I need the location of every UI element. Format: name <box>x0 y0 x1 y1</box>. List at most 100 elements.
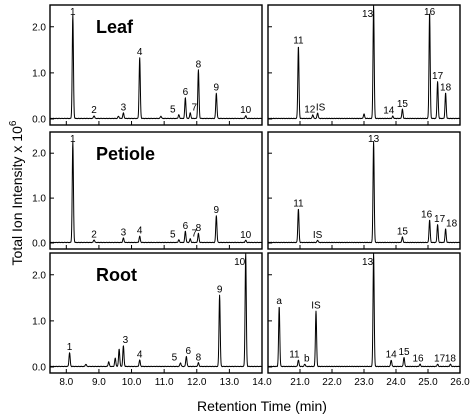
panel-frame <box>49 4 263 126</box>
y-tick-label: 1.0 <box>32 316 46 327</box>
peak-label: 10 <box>240 230 252 241</box>
y-axis-title-main: Total Ion Intensity x 10 <box>9 126 25 266</box>
peak-label: 17 <box>434 214 446 225</box>
x-tick-label: 24.0 <box>386 377 406 388</box>
peak-label: 6 <box>183 87 189 98</box>
peak-label: 6 <box>183 221 189 232</box>
chromatogram-trace <box>268 141 460 244</box>
peak-label: 12 <box>304 104 316 115</box>
panel-frame <box>49 131 263 250</box>
peak-label: 3 <box>123 335 129 346</box>
peak-label: 1 <box>70 7 76 18</box>
x-tick-label: 10.0 <box>122 377 142 388</box>
x-tick-label: 12.0 <box>187 377 207 388</box>
peak-label: 8 <box>196 223 202 234</box>
panel-frame <box>49 252 263 374</box>
y-tick-label: 0.0 <box>32 363 46 374</box>
y-tick-label: 2.0 <box>32 270 46 281</box>
y-tick-label: 1.0 <box>32 68 46 79</box>
peak-label: b <box>304 354 310 365</box>
peak-label: 3 <box>121 228 127 239</box>
peak-label: 16 <box>412 354 424 365</box>
peak-label: 17 <box>432 71 444 82</box>
peak-label: 2 <box>91 105 97 116</box>
y-axis-title: Total Ion Intensity x 106 <box>8 120 25 265</box>
y-tick-label: 0.0 <box>32 115 46 126</box>
panel-root-early: 1 34 568 9 10 0.0 1.0 2.0 8.0 9.0 10.0 11.0 12.0 13.0… <box>32 252 272 388</box>
peak-label: 5 <box>172 352 178 363</box>
peak-label: 18 <box>445 354 457 365</box>
peak-label: 4 <box>137 226 143 237</box>
peak-label: 1 <box>67 342 73 353</box>
peak-label: 13 <box>368 134 380 145</box>
peak-label: 18 <box>446 219 458 230</box>
peak-label: 6 <box>186 346 192 357</box>
peak-label: 15 <box>397 99 409 110</box>
chromatogram-trace <box>268 5 460 120</box>
peak-label: 5 <box>170 229 176 240</box>
peak-label: 14 <box>386 350 398 361</box>
x-tick-label: 21.0 <box>290 377 310 388</box>
chromatogram-trace <box>268 253 460 368</box>
x-tick-label: 25.0 <box>418 377 438 388</box>
peak-label: IS <box>311 301 321 312</box>
tissue-label: Root <box>96 265 137 285</box>
x-tick-label: 8.0 <box>59 377 73 388</box>
peak-label: 13 <box>362 9 374 20</box>
peak-label: 18 <box>440 83 452 94</box>
tissue-label: Petiole <box>96 144 155 164</box>
peak-label: 3 <box>121 102 127 113</box>
peak-label: 8 <box>196 60 202 71</box>
panel-leaf-early: 1 2 3 4 567 8 9 10 0.0 1.0 2.0 Leaf <box>32 4 263 126</box>
peak-label: 14 <box>383 106 395 117</box>
x-tick-label: 14.0 <box>252 377 272 388</box>
peak-label: 9 <box>217 285 223 296</box>
y-tick-label: 2.0 <box>32 149 46 160</box>
peak-label: 1 <box>70 134 76 145</box>
panel-petiole-late: 11 IS 13 15 16 17 18 <box>267 131 461 250</box>
peak-label: 11 <box>289 350 300 361</box>
peak-label: 4 <box>137 350 143 361</box>
peak-label: IS <box>313 230 323 241</box>
peak-label: 10 <box>234 257 246 268</box>
x-tick-label: 13.0 <box>220 377 240 388</box>
peak-label: 15 <box>397 227 409 238</box>
peak-label: 15 <box>398 347 410 358</box>
x-tick-label: 26.0 <box>450 377 470 388</box>
x-tick-label: 11.0 <box>155 377 174 388</box>
y-axis-title-exponent: 6 <box>8 120 19 126</box>
peak-label: 17 <box>434 354 446 365</box>
chromatogram-trace <box>50 14 262 120</box>
peak-label: 11 <box>293 36 304 47</box>
tissue-label: Leaf <box>96 17 134 37</box>
peak-label: 5 <box>170 104 176 115</box>
peak-label: a <box>276 296 282 307</box>
x-tick-label: 22.0 <box>322 377 342 388</box>
panel-frame <box>267 131 461 250</box>
peak-label: 11 <box>293 198 304 209</box>
peak-label: 16 <box>424 7 436 18</box>
x-axis-title: Retention Time (min) <box>197 398 327 414</box>
x-tick-label: 9.0 <box>92 377 106 388</box>
peak-label: 16 <box>421 210 433 221</box>
peak-label: 10 <box>240 105 252 116</box>
peak-label: 7 <box>191 102 197 113</box>
peak-label: 8 <box>196 352 202 363</box>
peak-label: 9 <box>214 205 220 216</box>
peak-label: 9 <box>214 83 220 94</box>
peak-label: 7 <box>191 228 197 239</box>
peak-label: 2 <box>91 229 97 240</box>
peak-label: 13 <box>362 257 374 268</box>
y-tick-label: 1.0 <box>32 194 46 205</box>
y-tick-label: 2.0 <box>32 22 46 33</box>
x-tick-label: 23.0 <box>354 377 374 388</box>
chromatogram-trace <box>50 253 262 368</box>
y-tick-label: 0.0 <box>32 239 46 250</box>
peak-label: IS <box>316 102 326 113</box>
chromatogram-trace <box>50 140 262 244</box>
